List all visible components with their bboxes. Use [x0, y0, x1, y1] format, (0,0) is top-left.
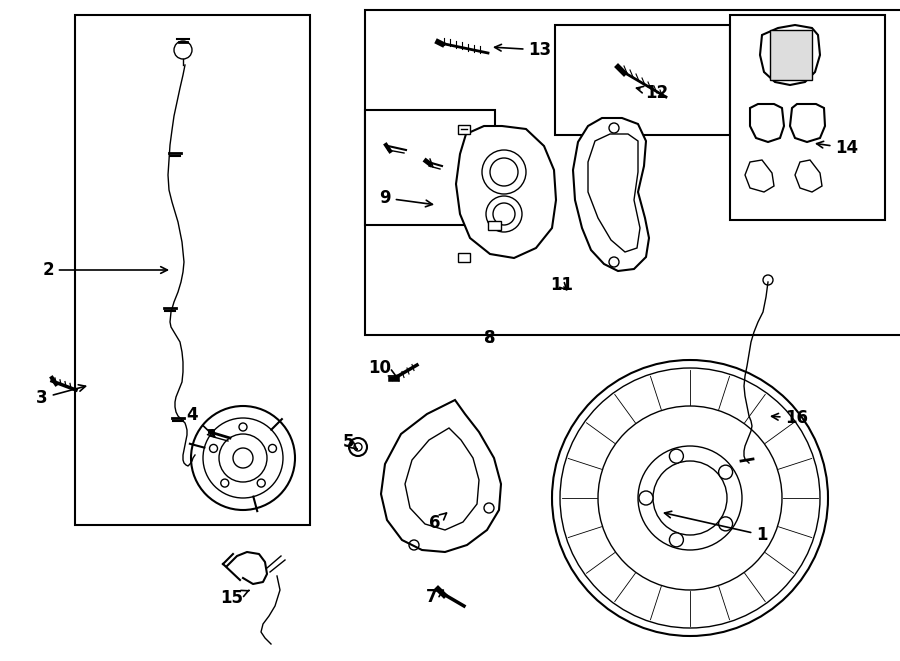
Circle shape: [638, 446, 742, 550]
Circle shape: [482, 150, 526, 194]
Text: 15: 15: [220, 589, 249, 607]
Polygon shape: [790, 104, 825, 142]
Polygon shape: [456, 126, 556, 258]
Polygon shape: [760, 25, 820, 85]
Text: 8: 8: [484, 329, 496, 347]
Text: 1: 1: [664, 511, 768, 544]
Text: 16: 16: [771, 409, 808, 427]
Circle shape: [210, 444, 218, 452]
Bar: [365, 10, 900, 335]
Text: 10: 10: [368, 359, 397, 377]
Polygon shape: [750, 104, 784, 142]
Circle shape: [670, 533, 683, 547]
Circle shape: [239, 423, 247, 431]
Circle shape: [718, 517, 733, 531]
Polygon shape: [573, 118, 649, 271]
Text: 14: 14: [816, 139, 859, 157]
Text: 9: 9: [379, 189, 432, 207]
Polygon shape: [795, 160, 822, 192]
Text: 2: 2: [42, 261, 167, 279]
Circle shape: [552, 360, 828, 636]
Circle shape: [257, 479, 266, 487]
Text: 6: 6: [429, 513, 446, 532]
Polygon shape: [405, 428, 479, 530]
Circle shape: [598, 406, 782, 590]
Circle shape: [718, 465, 733, 479]
Bar: [365, 110, 495, 225]
Circle shape: [639, 491, 653, 505]
Bar: [730, 15, 885, 220]
Polygon shape: [745, 160, 774, 192]
Polygon shape: [381, 400, 501, 552]
Text: 7: 7: [427, 588, 444, 606]
Text: 5: 5: [342, 433, 357, 451]
Bar: [555, 25, 730, 135]
Circle shape: [486, 196, 522, 232]
Circle shape: [220, 479, 229, 487]
Circle shape: [268, 444, 276, 452]
Text: 12: 12: [636, 84, 669, 102]
Bar: [458, 125, 470, 134]
Bar: [75, 15, 310, 525]
Text: 3: 3: [36, 385, 86, 407]
Circle shape: [349, 438, 367, 456]
Text: 4: 4: [186, 406, 215, 437]
Text: 13: 13: [495, 41, 552, 59]
Bar: [770, 30, 812, 80]
Circle shape: [670, 449, 683, 463]
Circle shape: [174, 41, 192, 59]
Text: 11: 11: [551, 276, 573, 294]
Bar: [458, 253, 470, 262]
Circle shape: [191, 406, 295, 510]
Bar: [488, 221, 501, 230]
